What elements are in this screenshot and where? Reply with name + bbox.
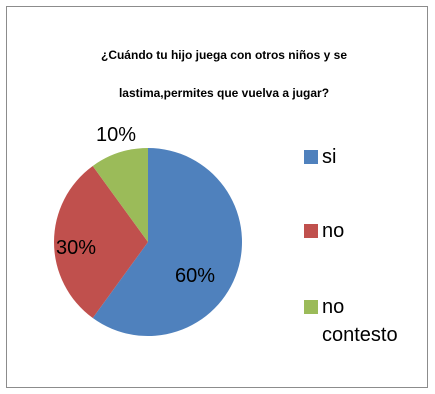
data-label-no: 30% <box>56 237 96 259</box>
data-label-no-contesto: 10% <box>96 124 136 146</box>
pie-slice-no <box>53 165 148 319</box>
legend-item-no-contesto: no contesto <box>304 293 417 349</box>
legend-swatch-si <box>304 150 318 164</box>
pie-slice-no-contesto <box>92 148 148 242</box>
data-label-si: 60% <box>175 265 215 287</box>
legend-label-no-contesto: no contesto <box>322 296 398 346</box>
chart-title: ¿Cuándo tu hijo juega con otros niños y … <box>44 36 404 112</box>
legend-label-si: si <box>322 146 337 168</box>
chart-title-line-1: ¿Cuándo tu hijo juega con otros niños y … <box>100 48 347 62</box>
legend-item-no: no <box>304 217 417 245</box>
pie-slice-si <box>92 148 243 336</box>
legend-item-si: si <box>304 143 417 171</box>
legend-swatch-no-contesto <box>304 300 318 314</box>
chart-title-line-2: lastima,permites que vuelva a jugar? <box>118 86 330 100</box>
legend-label-no: no <box>322 220 345 242</box>
legend-swatch-no <box>304 224 318 238</box>
